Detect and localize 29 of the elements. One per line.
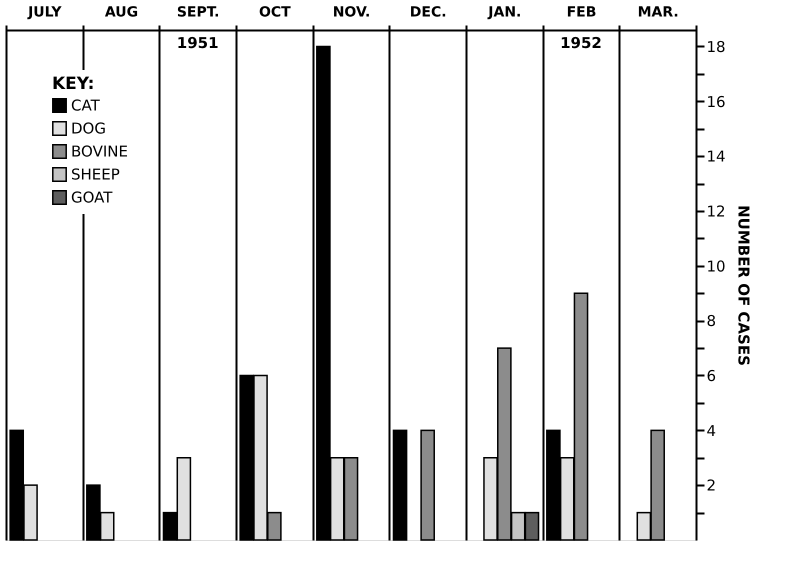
- bar: [392, 430, 408, 541]
- x-tick-label: OCT: [258, 4, 292, 20]
- y-tick-label: 14: [706, 148, 726, 166]
- x-tick-label: MAR.: [638, 4, 679, 20]
- legend-label: CAT: [71, 96, 101, 114]
- legend-label: BOVINE: [71, 142, 128, 160]
- x-tick-label: FEB: [566, 4, 596, 20]
- annotation: 1951: [176, 34, 219, 52]
- annotation: 1952: [560, 34, 602, 52]
- x-tick-label: NOV.: [332, 4, 370, 20]
- y-tick-label: 18: [706, 38, 726, 56]
- y-tick-label: 4: [706, 422, 716, 440]
- y-axis-title: NUMBER OF CASES: [734, 205, 753, 366]
- legend-title: KEY:: [52, 74, 94, 94]
- x-tick-label: DEC.: [410, 4, 447, 20]
- legend-label: GOAT: [71, 188, 114, 206]
- legend-label: DOG: [71, 120, 106, 138]
- x-tick-label: AUG: [104, 4, 138, 20]
- y-tick-label: 10: [706, 257, 726, 276]
- x-tick-label: JAN.: [487, 4, 522, 20]
- y-tick-label: 16: [706, 92, 726, 111]
- x-tick-label: SEPT.: [176, 4, 220, 20]
- y-tick-label: 8: [706, 312, 716, 330]
- y-tick-label: 12: [706, 202, 726, 220]
- y-tick-label: 6: [706, 366, 716, 385]
- legend-label: SHEEP: [71, 166, 120, 184]
- y-tick-label: 2: [706, 476, 716, 495]
- bar: [420, 430, 435, 541]
- x-tick-label: JULY: [27, 4, 62, 20]
